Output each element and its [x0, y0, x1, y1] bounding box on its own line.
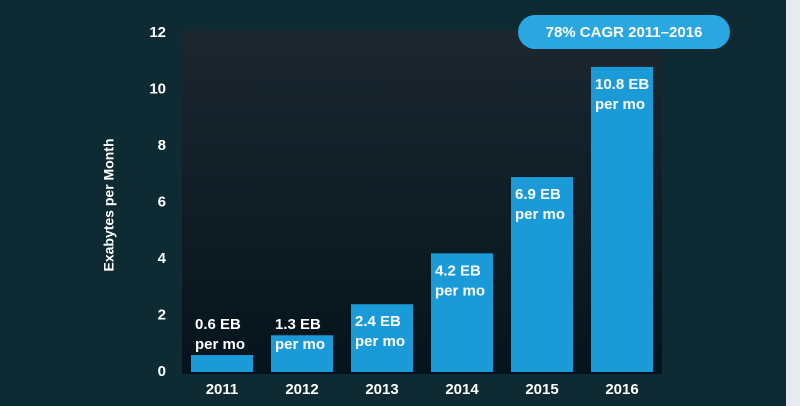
value-label: per mo — [435, 282, 485, 299]
y-tick-label: 6 — [158, 193, 166, 210]
bar — [271, 335, 333, 372]
value-label: 6.9 EB — [515, 186, 561, 203]
bar — [351, 304, 413, 372]
y-tick-label: 4 — [158, 250, 167, 267]
value-label: per mo — [275, 336, 325, 353]
annotation-pill — [518, 15, 730, 49]
bar — [591, 66, 653, 373]
y-tick-label: 8 — [158, 137, 166, 154]
value-label: per mo — [515, 206, 565, 223]
annotation: 78% CAGR 2011–2016 — [546, 24, 703, 41]
value-label: 4.2 EB — [435, 262, 481, 279]
y-tick-label: 0 — [158, 363, 166, 380]
value-label: 1.3 EB — [275, 316, 321, 333]
x-tick-label: 2015 — [525, 381, 558, 398]
bar — [191, 355, 253, 372]
x-tick-label: 2013 — [365, 381, 398, 398]
y-tick-label: 2 — [158, 306, 166, 323]
y-axis-label: Exabytes per Month — [101, 138, 117, 271]
bar — [511, 177, 573, 372]
value-label: per mo — [355, 333, 405, 350]
x-tick-label: 2011 — [206, 381, 239, 398]
x-tick-label: 2012 — [285, 381, 318, 398]
value-label: 10.8 EB — [595, 76, 649, 93]
x-tick-label: 2016 — [605, 381, 638, 398]
y-tick-label: 12 — [149, 24, 166, 41]
value-label: 2.4 EB — [355, 313, 401, 330]
bar — [431, 253, 493, 372]
value-label: 0.6 EB — [195, 316, 241, 333]
value-label: per mo — [595, 96, 645, 113]
scrollbar[interactable] — [786, 0, 800, 406]
x-tick-label: 2014 — [445, 381, 479, 398]
y-tick-label: 10 — [149, 80, 166, 97]
value-label: per mo — [195, 336, 245, 353]
plot-area — [182, 30, 662, 374]
